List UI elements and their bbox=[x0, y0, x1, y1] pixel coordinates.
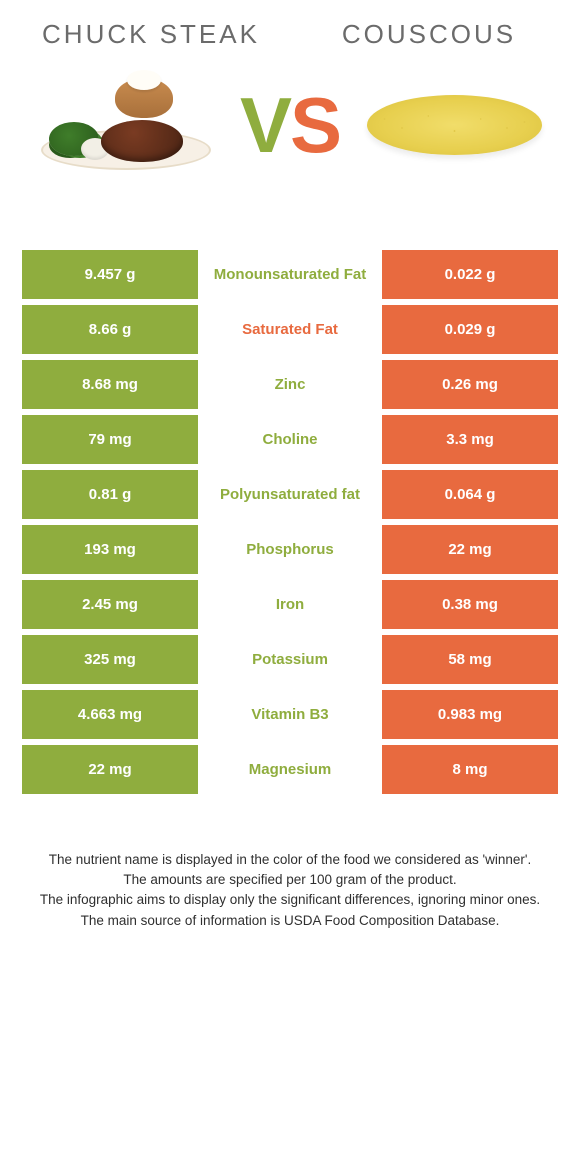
right-value: 0.38 mg bbox=[382, 580, 558, 629]
footer-line: The amounts are specified per 100 gram o… bbox=[26, 870, 554, 890]
right-food-image bbox=[350, 95, 558, 155]
nutrient-label: Zinc bbox=[198, 360, 382, 409]
table-row: 8.68 mgZinc0.26 mg bbox=[22, 360, 558, 409]
footer-notes: The nutrient name is displayed in the co… bbox=[22, 850, 558, 931]
nutrient-label: Choline bbox=[198, 415, 382, 464]
right-value: 0.26 mg bbox=[382, 360, 558, 409]
table-row: 22 mgMagnesium8 mg bbox=[22, 745, 558, 794]
left-value: 4.663 mg bbox=[22, 690, 198, 739]
hero-row: VS bbox=[22, 80, 558, 170]
nutrient-label: Magnesium bbox=[198, 745, 382, 794]
nutrient-label: Phosphorus bbox=[198, 525, 382, 574]
nutrient-label: Saturated Fat bbox=[198, 305, 382, 354]
right-value: 58 mg bbox=[382, 635, 558, 684]
nutrient-label: Potassium bbox=[198, 635, 382, 684]
right-value: 0.029 g bbox=[382, 305, 558, 354]
right-food-title: COUSCOUS bbox=[290, 20, 558, 50]
nutrient-label: Monounsaturated Fat bbox=[198, 250, 382, 299]
table-row: 4.663 mgVitamin B30.983 mg bbox=[22, 690, 558, 739]
left-value: 193 mg bbox=[22, 525, 198, 574]
table-row: 325 mgPotassium58 mg bbox=[22, 635, 558, 684]
left-value: 325 mg bbox=[22, 635, 198, 684]
table-row: 79 mgCholine3.3 mg bbox=[22, 415, 558, 464]
right-value: 22 mg bbox=[382, 525, 558, 574]
right-value: 0.022 g bbox=[382, 250, 558, 299]
nutrient-label: Polyunsaturated fat bbox=[198, 470, 382, 519]
table-row: 193 mgPhosphorus22 mg bbox=[22, 525, 558, 574]
left-value: 2.45 mg bbox=[22, 580, 198, 629]
vs-label: VS bbox=[240, 86, 340, 164]
nutrient-label: Iron bbox=[198, 580, 382, 629]
steak-plate-icon bbox=[41, 80, 211, 170]
titles-row: CHUCK STEAK COUSCOUS bbox=[22, 20, 558, 50]
left-value: 9.457 g bbox=[22, 250, 198, 299]
vs-s: S bbox=[290, 86, 340, 164]
table-row: 2.45 mgIron0.38 mg bbox=[22, 580, 558, 629]
vs-v: V bbox=[240, 86, 290, 164]
table-row: 9.457 gMonounsaturated Fat0.022 g bbox=[22, 250, 558, 299]
left-value: 0.81 g bbox=[22, 470, 198, 519]
table-row: 0.81 gPolyunsaturated fat0.064 g bbox=[22, 470, 558, 519]
left-value: 22 mg bbox=[22, 745, 198, 794]
footer-line: The nutrient name is displayed in the co… bbox=[26, 850, 554, 870]
footer-line: The main source of information is USDA F… bbox=[26, 911, 554, 931]
right-value: 0.983 mg bbox=[382, 690, 558, 739]
nutrient-label: Vitamin B3 bbox=[198, 690, 382, 739]
right-value: 3.3 mg bbox=[382, 415, 558, 464]
left-value: 79 mg bbox=[22, 415, 198, 464]
couscous-pile-icon bbox=[367, 95, 542, 155]
left-food-title: CHUCK STEAK bbox=[22, 20, 290, 50]
left-value: 8.68 mg bbox=[22, 360, 198, 409]
left-value: 8.66 g bbox=[22, 305, 198, 354]
right-value: 8 mg bbox=[382, 745, 558, 794]
footer-line: The infographic aims to display only the… bbox=[26, 890, 554, 910]
table-row: 8.66 gSaturated Fat0.029 g bbox=[22, 305, 558, 354]
left-food-image bbox=[22, 80, 230, 170]
right-value: 0.064 g bbox=[382, 470, 558, 519]
nutrient-table: 9.457 gMonounsaturated Fat0.022 g 8.66 gS… bbox=[22, 250, 558, 794]
